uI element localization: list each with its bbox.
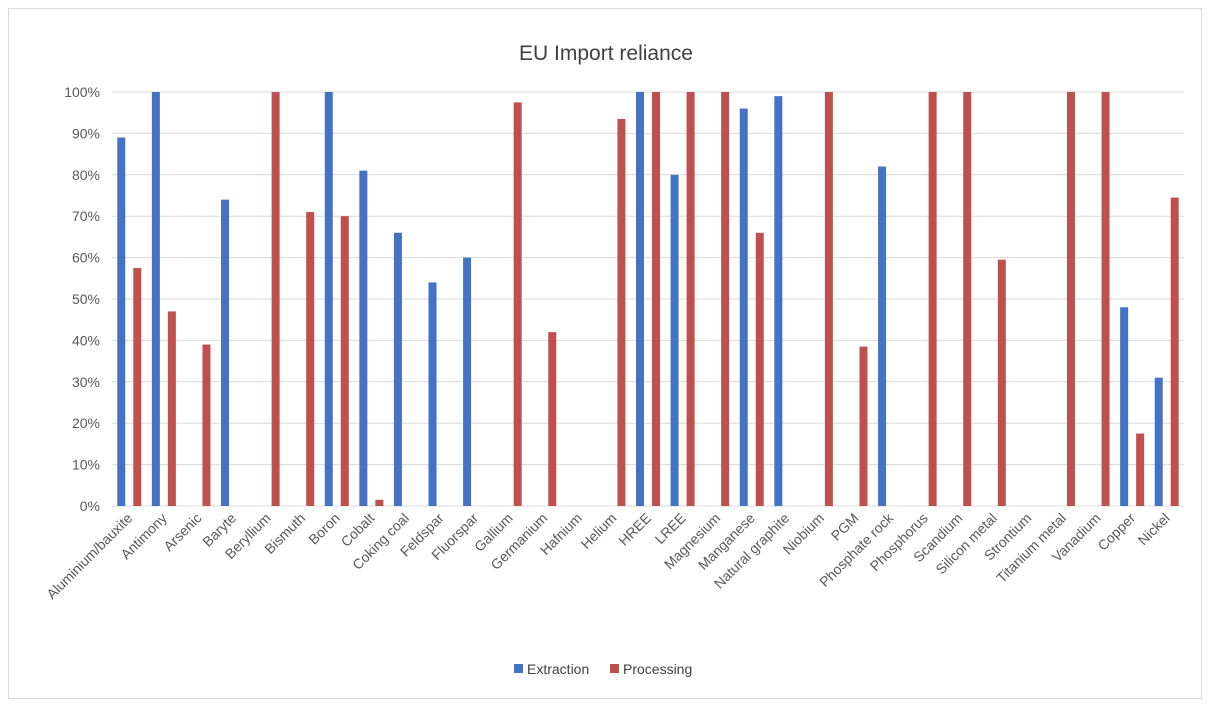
bar-processing	[202, 345, 210, 506]
bar-processing	[721, 92, 729, 506]
x-tick-label: Helium	[577, 510, 619, 552]
bar-processing	[375, 500, 383, 506]
chart-title: EU Import reliance	[519, 42, 693, 65]
legend-label-extraction: Extraction	[527, 661, 589, 677]
y-tick-label: 60%	[72, 250, 100, 266]
x-tick-label: Arsenic	[160, 510, 204, 554]
x-tick-label: Boron	[305, 510, 343, 548]
x-tick-label: Copper	[1094, 510, 1138, 554]
bar-processing	[341, 216, 349, 506]
bar-extraction	[117, 138, 125, 506]
bar-extraction	[394, 233, 402, 506]
y-tick-label: 80%	[72, 167, 100, 183]
bar-processing	[168, 311, 176, 506]
bar-extraction	[429, 282, 437, 506]
y-tick-label: 50%	[72, 291, 100, 307]
bar-extraction	[463, 258, 471, 506]
bar-processing	[548, 332, 556, 506]
y-tick-label: 90%	[72, 125, 100, 141]
bar-processing	[963, 92, 971, 506]
bar-processing	[1136, 434, 1144, 506]
y-tick-label: 100%	[64, 84, 100, 100]
y-tick-label: 10%	[72, 457, 100, 473]
bar-extraction	[221, 200, 229, 506]
y-tick-label: 30%	[72, 374, 100, 390]
bar-processing	[929, 92, 937, 506]
bar-extraction	[1120, 307, 1128, 506]
legend: Extraction Processing	[514, 661, 692, 677]
y-tick-label: 0%	[80, 498, 100, 514]
y-tick-label: 70%	[72, 208, 100, 224]
bar-extraction	[325, 92, 333, 506]
y-tick-label: 40%	[72, 332, 100, 348]
bar-processing	[617, 119, 625, 506]
y-tick-label: 20%	[72, 415, 100, 431]
bar-processing	[998, 260, 1006, 506]
bar-processing	[687, 92, 695, 506]
bar-processing	[306, 212, 314, 506]
bar-processing	[1102, 92, 1110, 506]
bar-processing	[825, 92, 833, 506]
bar-processing	[1067, 92, 1075, 506]
bar-extraction	[152, 92, 160, 506]
bar-extraction	[359, 171, 367, 506]
bar-processing	[133, 268, 141, 506]
legend-label-processing: Processing	[623, 661, 692, 677]
bar-extraction	[774, 96, 782, 506]
chart-svg: EU Import reliance 0% 10% 20% 30% 40% 50% 60% 7…	[9, 9, 1203, 700]
x-tick-label: HREE	[615, 510, 654, 549]
bar-extraction	[1155, 378, 1163, 506]
bar-processing	[514, 102, 522, 506]
bar-processing	[756, 233, 764, 506]
bar-extraction	[740, 109, 748, 506]
bar-processing	[652, 92, 660, 506]
bar-processing	[1171, 198, 1179, 506]
bar-processing	[272, 92, 280, 506]
legend-swatch-extraction	[514, 664, 523, 673]
bar-extraction	[671, 175, 679, 506]
x-axis-labels: Aluminium/bauxiteAntimonyArsenicBaryteBe…	[43, 509, 1173, 602]
bar-extraction	[878, 167, 886, 506]
bar-extraction	[636, 92, 644, 506]
x-tick-label: Nickel	[1135, 510, 1173, 548]
legend-swatch-processing	[610, 664, 619, 673]
bar-processing	[859, 347, 867, 506]
chart-area: EU Import reliance 0% 10% 20% 30% 40% 50% 60% 7…	[8, 8, 1202, 699]
